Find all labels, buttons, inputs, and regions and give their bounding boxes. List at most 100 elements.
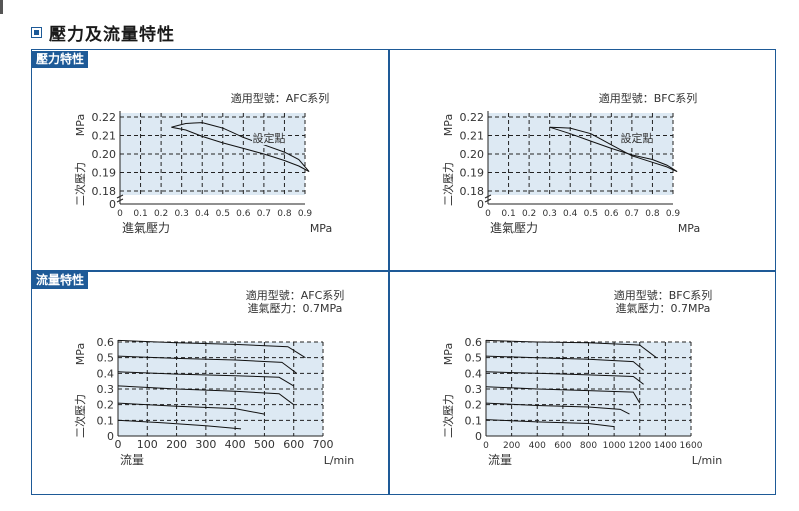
x-axis-label: 流量 bbox=[120, 453, 144, 467]
series-line bbox=[485, 419, 615, 428]
y-tick-label: 0.19 bbox=[460, 167, 485, 180]
x-tick-label: 1600 bbox=[680, 441, 703, 451]
x-axis-label: 進氣壓力 bbox=[122, 221, 170, 235]
x-axis-unit: L/min bbox=[692, 454, 723, 467]
axis-break-mark bbox=[116, 194, 124, 203]
x-tick-label: 0.6 bbox=[604, 209, 619, 219]
y-tick-label: 0.4 bbox=[465, 367, 483, 380]
y-tick-label: 0.21 bbox=[460, 130, 485, 143]
x-tick-label: 700 bbox=[313, 438, 334, 451]
y-tick-label: 0.5 bbox=[465, 352, 483, 365]
y-tick-label: 0.2 bbox=[465, 399, 483, 412]
model-note: 適用型號：BFC系列 bbox=[614, 288, 713, 302]
x-tick-label: 800 bbox=[580, 441, 597, 451]
x-axis-unit: L/min bbox=[324, 454, 355, 467]
y-axis-unit: MPa bbox=[442, 114, 455, 136]
x-tick-label: 600 bbox=[283, 438, 304, 451]
series-line bbox=[117, 419, 242, 430]
y-tick-label: 0.19 bbox=[92, 167, 117, 180]
square-bullet-icon bbox=[31, 27, 42, 38]
y-tick-label: 0.20 bbox=[92, 148, 117, 161]
x-tick-label: 0.6 bbox=[236, 209, 251, 219]
y-tick-label: 0 bbox=[107, 430, 114, 443]
series-line bbox=[117, 355, 297, 374]
bfc-flow-chart: 0 200 400 600 800 1000 1200 1400 1600 0 0.1 0.2 0.3 0… bbox=[441, 288, 723, 467]
x-tick-label: 0.7 bbox=[257, 209, 271, 219]
y-tick-label: 0.22 bbox=[460, 111, 485, 124]
y-axis-unit: MPa bbox=[442, 343, 455, 365]
x-tick-label: 1200 bbox=[628, 441, 651, 451]
model-note: 適用型號：AFC系列 bbox=[231, 91, 330, 105]
x-tick-label: 500 bbox=[254, 438, 275, 451]
x-tick-label: 300 bbox=[195, 438, 216, 451]
y-axis-label: 二次壓力 bbox=[441, 394, 455, 438]
x-tick-label: 0.8 bbox=[645, 209, 660, 219]
series-line bbox=[117, 371, 294, 387]
series-line bbox=[485, 402, 630, 415]
x-tick-label: 1000 bbox=[603, 441, 626, 451]
series-line bbox=[117, 385, 295, 406]
series-line bbox=[485, 355, 644, 371]
bfc-pressure-chart: 0 0.1 0.2 0.3 0.4 0.5 0.6 0.7 0.8 0.900.180.190.2… bbox=[441, 91, 700, 235]
x-tick-label: 0.4 bbox=[563, 209, 578, 219]
x-tick-label: 0.4 bbox=[195, 209, 210, 219]
x-tick-label: 0.7 bbox=[625, 209, 639, 219]
y-tick-label: 0.1 bbox=[97, 414, 115, 427]
x-tick-label: 400 bbox=[529, 441, 546, 451]
x-tick-label: 0.8 bbox=[277, 209, 292, 219]
y-axis-label: 二次壓力 bbox=[73, 162, 87, 206]
afc-pressure-chart: 0 0.1 0.2 0.3 0.4 0.5 0.6 0.7 0.8 0.900.180.190.2… bbox=[73, 91, 332, 235]
x-tick-label: 200 bbox=[166, 438, 187, 451]
y-tick-label: 0 bbox=[477, 198, 484, 211]
y-tick-label: 0.3 bbox=[97, 383, 115, 396]
page-edge-mark bbox=[0, 0, 3, 14]
x-tick-label: 0.3 bbox=[543, 209, 557, 219]
panel-horizontal-divider bbox=[31, 270, 776, 272]
y-tick-label: 0.22 bbox=[92, 111, 117, 124]
y-tick-label: 0.6 bbox=[97, 336, 115, 349]
heading-title: 壓力及流量特性 bbox=[49, 25, 175, 45]
afc-flow-chart: 0 100 200 300 400 500 600 70000.10.20.30.40.50.… bbox=[73, 288, 355, 467]
x-tick-label: 100 bbox=[137, 438, 158, 451]
y-tick-label: 0.6 bbox=[465, 336, 483, 349]
panel-vertical-divider bbox=[388, 49, 390, 495]
y-tick-label: 0.18 bbox=[460, 185, 485, 198]
series-line bbox=[117, 402, 265, 415]
y-tick-label: 0.4 bbox=[97, 367, 115, 380]
x-tick-label: 0 bbox=[483, 441, 489, 451]
pressure-section-label: 壓力特性 bbox=[32, 51, 89, 68]
model-note: 進氣壓力：0.7MPa bbox=[616, 301, 711, 315]
setpoint-annotation: 設定點 bbox=[253, 131, 286, 145]
y-tick-label: 0.2 bbox=[97, 399, 115, 412]
y-tick-label: 0.3 bbox=[465, 383, 483, 396]
y-axis-label: 二次壓力 bbox=[73, 394, 87, 438]
y-tick-label: 0.18 bbox=[92, 185, 117, 198]
y-tick-label: 0 bbox=[109, 198, 116, 211]
x-tick-label: 0.1 bbox=[133, 209, 147, 219]
x-axis-unit: MPa bbox=[310, 222, 332, 235]
x-tick-label: 0 bbox=[115, 438, 122, 451]
x-tick-label: 0.5 bbox=[584, 209, 598, 219]
x-tick-label: 400 bbox=[225, 438, 246, 451]
y-tick-label: 0.5 bbox=[97, 352, 115, 365]
series-line bbox=[485, 371, 644, 385]
x-tick-label: 0.2 bbox=[522, 209, 536, 219]
y-axis-unit: MPa bbox=[74, 114, 87, 136]
x-tick-label: 200 bbox=[503, 441, 520, 451]
series-line bbox=[171, 122, 310, 172]
x-tick-label: 1400 bbox=[654, 441, 677, 451]
model-note: 適用型號：BFC系列 bbox=[599, 91, 698, 105]
model-note: 進氣壓力：0.7MPa bbox=[248, 301, 343, 315]
y-tick-label: 0.21 bbox=[92, 130, 117, 143]
y-tick-label: 0.1 bbox=[465, 414, 483, 427]
x-tick-label: 0.3 bbox=[175, 209, 189, 219]
series-line bbox=[171, 126, 310, 173]
x-axis-label: 進氣壓力 bbox=[490, 221, 538, 235]
series-line bbox=[485, 339, 657, 359]
series-line bbox=[485, 386, 641, 404]
x-axis-label: 流量 bbox=[488, 453, 512, 467]
axis-break-mark bbox=[484, 194, 492, 203]
x-tick-label: 0.5 bbox=[216, 209, 230, 219]
annotation-background bbox=[252, 130, 286, 145]
y-axis-label: 二次壓力 bbox=[441, 162, 455, 206]
